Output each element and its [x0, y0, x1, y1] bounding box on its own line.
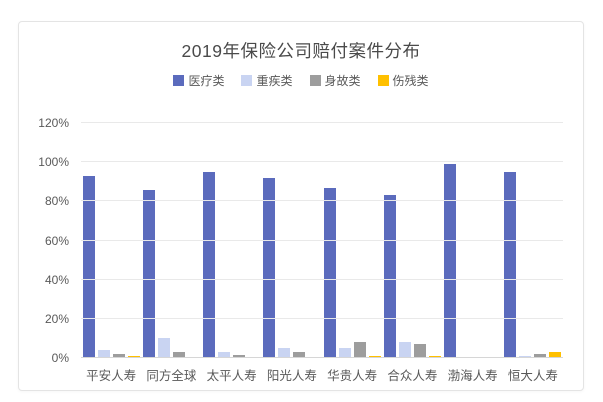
legend-swatch-icon	[241, 75, 253, 86]
gridline	[81, 161, 563, 163]
x-axis-baseline	[81, 357, 563, 358]
legend-swatch-icon	[173, 75, 185, 86]
gridline	[81, 278, 563, 280]
gridline	[81, 122, 563, 123]
legend-item: 身故类	[309, 72, 361, 89]
bar-group	[202, 123, 262, 358]
bar	[97, 350, 110, 358]
legend-label: 身故类	[324, 74, 361, 88]
legend-item: 医疗类	[173, 72, 224, 89]
bar-groups-container	[81, 123, 563, 358]
bar-group	[262, 123, 322, 358]
bar-group	[322, 123, 382, 358]
bar	[323, 187, 336, 358]
legend-item: 伤残类	[377, 72, 429, 89]
bar	[218, 352, 231, 358]
legend-item: 重疾类	[241, 72, 293, 89]
y-axis-tick-label: 40%	[44, 272, 69, 287]
legend-label: 重疾类	[256, 74, 293, 88]
bar	[293, 352, 306, 358]
bar	[203, 171, 216, 358]
x-axis-label: 渤海人寿	[447, 369, 498, 383]
x-axis-labels: 平安人寿 同方全球 太平人寿 阳光人寿 华贵人寿 合众人寿 渤海人寿 恒大人寿	[81, 365, 563, 384]
chart-card: 2019年保险公司赔付案件分布 医疗类 重疾类 身故类 伤残类 平安人寿 同方全球 太平人…	[18, 21, 584, 391]
bar	[82, 175, 95, 358]
y-axis-tick-label: 80%	[44, 194, 69, 209]
legend-swatch-icon	[309, 75, 321, 86]
bar	[398, 342, 411, 358]
y-axis-tick-label: 0%	[51, 351, 69, 365]
bar	[338, 348, 351, 358]
chart-title: 2019年保险公司赔付案件分布	[181, 41, 421, 61]
y-axis-tick-label: 20%	[44, 311, 69, 326]
bar	[142, 189, 155, 358]
y-axis-tick-label: 120%	[38, 116, 69, 130]
bar	[233, 355, 246, 358]
x-axis-label: 太平人寿	[206, 369, 257, 383]
x-axis-label: 合众人寿	[387, 369, 438, 383]
bar-group	[503, 123, 563, 358]
x-axis-label: 阳光人寿	[266, 369, 317, 383]
bar	[157, 338, 170, 358]
gridline	[81, 317, 563, 319]
legend-label: 伤残类	[392, 74, 429, 88]
bar	[112, 354, 125, 358]
gridline	[81, 239, 563, 241]
y-axis-tick-label: 100%	[38, 155, 69, 170]
x-axis-label: 华贵人寿	[327, 369, 378, 383]
bar	[278, 348, 291, 358]
bar-group	[81, 123, 141, 358]
x-axis-label: 恒大人寿	[507, 369, 558, 383]
bar	[172, 352, 185, 358]
legend-swatch-icon	[377, 75, 389, 86]
bar	[353, 342, 366, 358]
legend-label: 医疗类	[188, 74, 225, 88]
x-axis-label: 平安人寿	[86, 369, 137, 383]
bar	[504, 171, 517, 358]
plot-area: 平安人寿 同方全球 太平人寿 阳光人寿 华贵人寿 合众人寿 渤海人寿 恒大人寿 0% 20% 40…	[38, 116, 563, 383]
chart-legend: 医疗类 重疾类 身故类 伤残类	[19, 72, 583, 89]
bar	[413, 344, 426, 358]
x-axis-label: 同方全球	[146, 369, 197, 383]
bar-group	[443, 123, 503, 358]
bar	[444, 164, 457, 358]
bar	[263, 177, 276, 358]
gridline	[81, 200, 563, 202]
bar	[534, 354, 547, 358]
bar	[549, 352, 562, 358]
bar-group	[141, 123, 201, 358]
bar	[383, 195, 396, 358]
bar-group	[382, 123, 442, 358]
y-axis-tick-label: 60%	[44, 233, 69, 248]
